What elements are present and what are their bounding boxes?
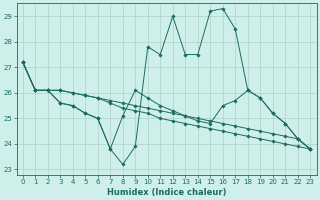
X-axis label: Humidex (Indice chaleur): Humidex (Indice chaleur) [107,188,226,197]
